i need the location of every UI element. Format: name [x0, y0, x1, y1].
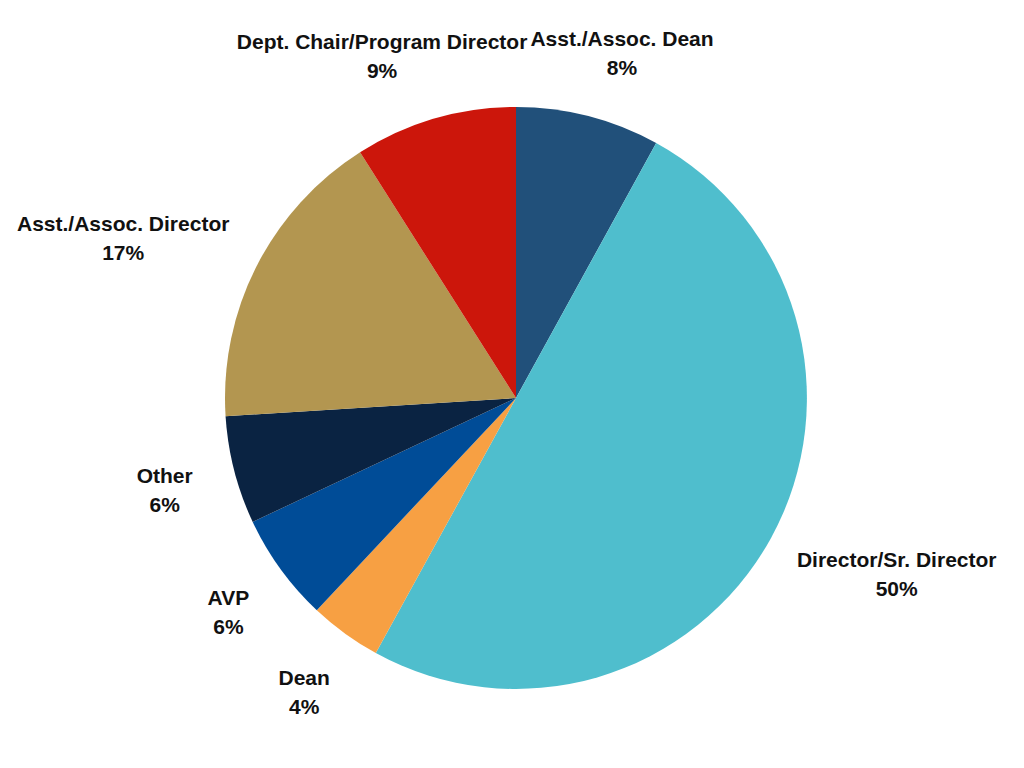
slices	[225, 107, 807, 689]
slice-value: 6%	[150, 493, 181, 516]
slice-value: 8%	[607, 56, 638, 79]
slice	[360, 107, 516, 398]
slice-label: Other	[137, 464, 193, 487]
slice-value: 50%	[876, 577, 918, 600]
slice	[226, 398, 516, 522]
slice-label: Asst./Assoc. Director	[17, 212, 229, 235]
slice-label: Dept. Chair/Program Director	[237, 30, 528, 53]
slice-label: AVP	[208, 586, 250, 609]
slice-label: Dean	[279, 666, 330, 689]
slice-value: 6%	[213, 615, 244, 638]
chart: Asst./Assoc. Dean 8% Director/Sr. Director…	[0, 0, 1024, 768]
slice-value: 4%	[289, 695, 320, 718]
slice-value: 17%	[102, 241, 144, 264]
slice-value: 9%	[367, 59, 398, 82]
slice-label: Director/Sr. Director	[797, 548, 997, 571]
slice-label: Asst./Assoc. Dean	[530, 27, 713, 50]
labels: Asst./Assoc. Dean 8% Director/Sr. Director…	[17, 27, 997, 718]
